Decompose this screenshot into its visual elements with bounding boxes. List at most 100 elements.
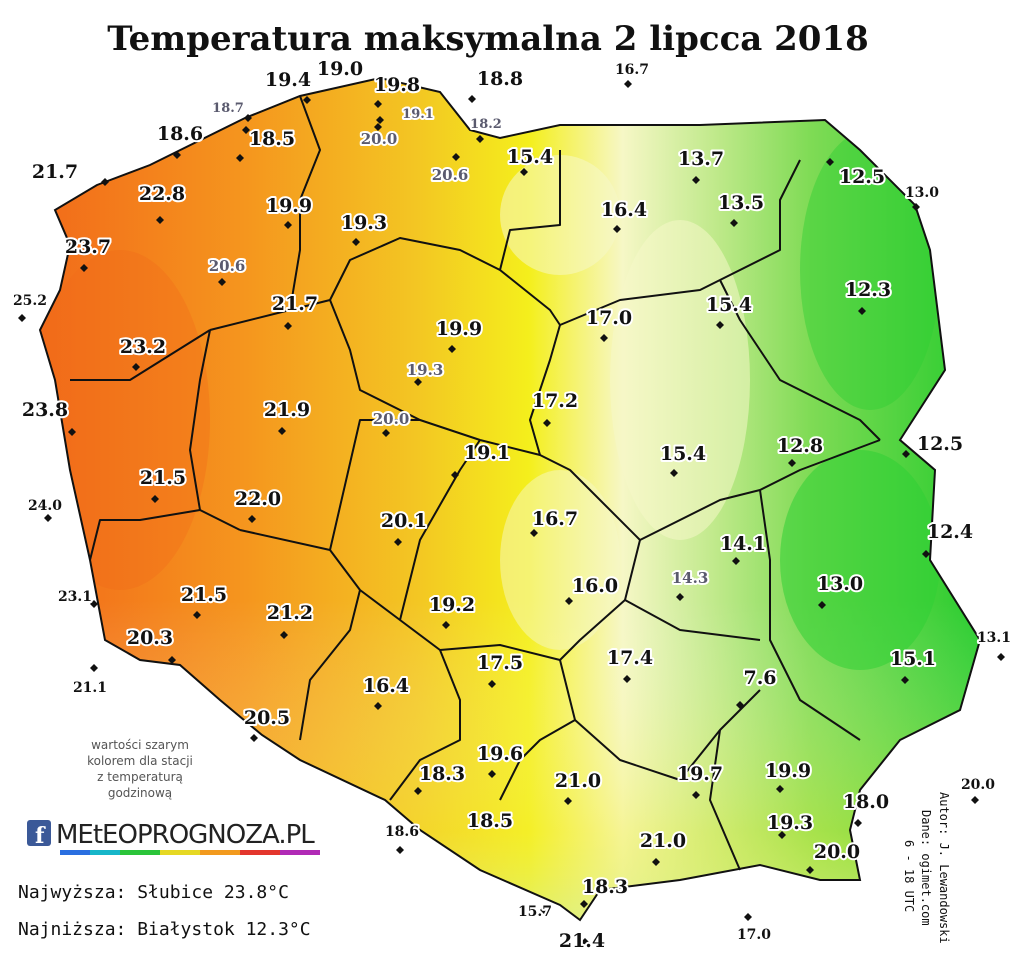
station: 16.4 (599, 197, 649, 233)
station-temperature: 17.4 (607, 647, 653, 669)
station-marker (451, 471, 459, 479)
station-marker (470, 822, 478, 830)
station-marker (692, 791, 700, 799)
station-temperature: 20.3 (127, 627, 173, 649)
station-temperature: 13.7 (678, 148, 724, 170)
station: 19.9 (763, 758, 813, 793)
station-temperature: 13.0 (817, 573, 863, 595)
station-marker (278, 427, 286, 435)
station: 15.1 (888, 646, 938, 684)
station: 16.0 (565, 573, 620, 605)
station-temperature: 20.0 (961, 777, 995, 793)
station-marker (716, 321, 724, 329)
station: 22.8 (137, 181, 187, 224)
station: 19.0 (303, 56, 365, 104)
station-marker (193, 611, 201, 619)
station-marker (374, 123, 382, 131)
station: 20.1 (379, 508, 429, 546)
station-temperature: 18.2 (470, 117, 502, 132)
logo-color-strip (60, 850, 320, 855)
legend-note-line: godzinową (108, 786, 172, 800)
station: 19.6 (475, 741, 525, 778)
station-temperature: 12.5 (917, 433, 963, 455)
stations-layer: 19.0 19.4 19.8 18.8 16.7 18.7 19.1 18.6 18.5 20.0… (11, 56, 1013, 954)
station-marker (806, 866, 814, 874)
station-marker (624, 80, 632, 88)
station-marker (826, 158, 834, 166)
station: 20.6 (430, 153, 470, 186)
lowest-temperature: Najniższa: Białystok 12.3°C (18, 919, 311, 940)
station: 7.6 (736, 665, 779, 709)
station-marker (488, 680, 496, 688)
station-marker (452, 153, 460, 161)
station-marker (280, 631, 288, 639)
station: 18.7 (210, 99, 250, 134)
station-temperature: 18.7 (212, 101, 244, 116)
station-temperature: 23.2 (120, 336, 166, 358)
credit-period: 6 - 18 UTC (902, 840, 916, 912)
station-marker (244, 114, 252, 122)
station-marker (236, 154, 244, 162)
station-marker (613, 225, 621, 233)
highest-temperature: Najwyższa: Słubice 23.8°C (18, 882, 289, 903)
station: 20.0 (806, 839, 862, 874)
station-temperature: 19.3 (407, 361, 444, 379)
station-temperature: 21.5 (181, 584, 227, 606)
station: 19.3 (765, 810, 815, 839)
station-marker (18, 314, 26, 322)
station: 13.7 (676, 146, 726, 184)
station-temperature: 20.0 (361, 130, 398, 148)
station-marker (997, 653, 1005, 661)
station-marker (448, 345, 456, 353)
station-marker (778, 831, 786, 839)
station-temperature: 14.1 (720, 533, 766, 555)
station: 23.7 (63, 234, 113, 272)
station: 12.4 (922, 519, 975, 558)
station-temperature: 16.4 (601, 199, 647, 221)
station-marker (374, 100, 382, 108)
station: 18.6 (155, 121, 205, 159)
station-temperature: 19.2 (429, 594, 475, 616)
station-marker (530, 529, 538, 537)
station: 15.4 (658, 441, 708, 477)
station-temperature: 18.3 (419, 763, 465, 785)
station: 15.4 (505, 144, 555, 176)
station: 18.8 (468, 66, 525, 103)
station: 20.5 (242, 705, 292, 742)
station-temperature: 16.7 (615, 62, 649, 78)
station-temperature: 17.0 (586, 307, 632, 329)
station: 12.5 (902, 431, 965, 458)
logo: f MEtEOPROGNOZA.PL (27, 820, 320, 855)
station: 14.1 (718, 531, 768, 565)
station-temperature: 19.9 (266, 195, 312, 217)
station: 15.7 (516, 902, 554, 922)
station-temperature: 21.0 (555, 770, 601, 792)
station-marker (242, 126, 250, 134)
station-marker (68, 428, 76, 436)
station-temperature: 21.1 (73, 680, 107, 696)
station-marker (168, 656, 176, 664)
station-marker (971, 796, 979, 804)
station: 12.3 (843, 277, 893, 315)
station: 24.0 (26, 496, 64, 522)
station-temperature: 21.7 (32, 161, 78, 183)
station: 13.0 (815, 571, 865, 609)
station: 21.9 (262, 397, 312, 435)
station-temperature: 15.4 (507, 146, 553, 168)
station-marker (580, 900, 588, 908)
station: 20.3 (125, 625, 176, 664)
station-temperature: 22.0 (235, 488, 281, 510)
station: 21.5 (179, 582, 229, 619)
station-temperature: 23.7 (65, 236, 111, 258)
station: 21.5 (138, 465, 188, 503)
station-temperature: 24.0 (28, 498, 62, 514)
station: 18.5 (465, 808, 515, 834)
station-temperature: 20.6 (209, 257, 246, 275)
station-marker (248, 515, 256, 523)
station-marker (44, 514, 52, 522)
station-marker (250, 734, 258, 742)
station-marker (132, 363, 140, 371)
station-marker (376, 116, 384, 124)
station-marker (284, 221, 292, 229)
station-marker (414, 378, 422, 386)
